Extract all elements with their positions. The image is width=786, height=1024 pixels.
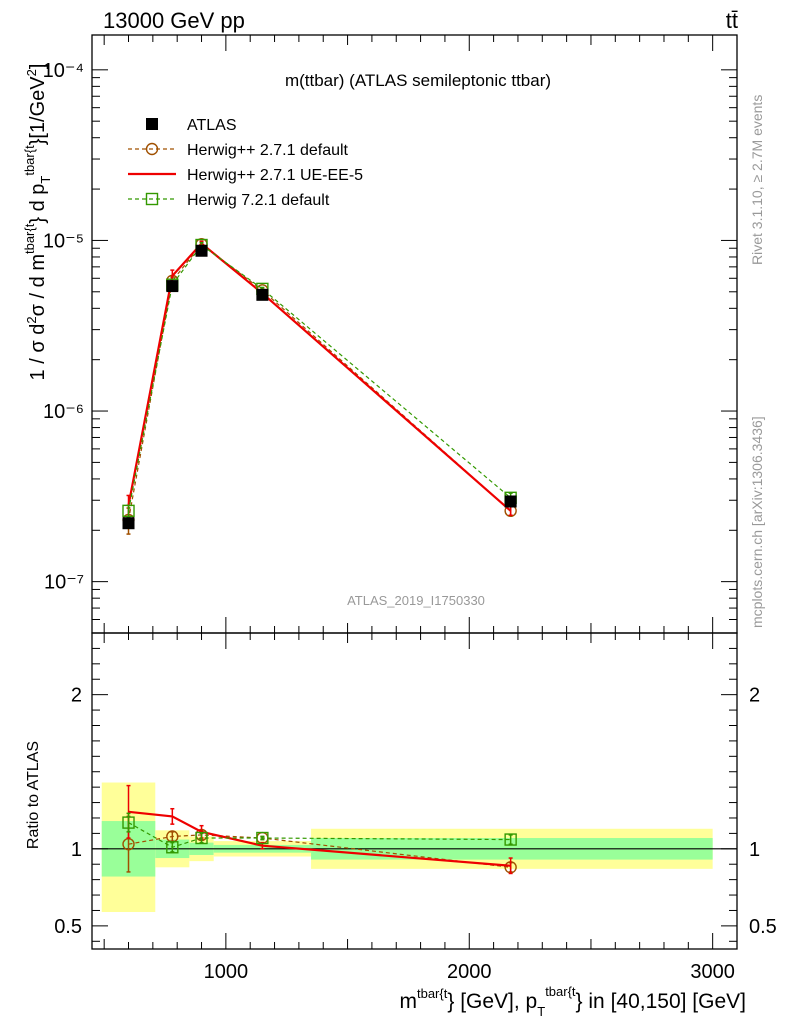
legend-label: Herwig++ 2.7.1 UE-EE-5 [187, 167, 363, 184]
rivet-version-label: Rivet 3.1.10, ≥ 2.7M events [749, 95, 765, 265]
y-axis-label-superscript-2: 2 [24, 69, 39, 76]
data-point-square [122, 517, 135, 530]
legend: ATLAS Herwig++ 2.7.1 default Herwig++ 2.7.… [128, 117, 363, 209]
ratio-y-tick-label-left: 0.5 [54, 916, 82, 938]
legend-label: Herwig 7.2.1 default [187, 192, 330, 209]
series-line [127, 241, 512, 512]
x-axis-label-subscript-t: T [537, 1004, 545, 1019]
data-point-open-square [145, 192, 159, 206]
data-point-square [504, 495, 517, 508]
x-axis-label: mtbar{t} [GeV], pTtbar{t} in [40,150] [G… [399, 984, 746, 1019]
lower-y-axis-label: Ratio to ATLAS [25, 741, 42, 849]
x-tick-label: 1000 [204, 961, 249, 983]
y-axis-label-superscript-tbar: tbar{t [22, 223, 37, 254]
x-axis-label-part-a: m [399, 990, 417, 1013]
legend-label: Herwig++ 2.7.1 default [187, 142, 349, 159]
upper-panel-title: m(ttbar) (ATLAS semileptonic ttbar) [285, 71, 551, 90]
lower-panel-frame [91, 632, 738, 950]
x-tick-label: 2000 [447, 961, 492, 983]
data-point-square [146, 118, 158, 130]
y-axis-label-part-e: } d p [27, 184, 49, 224]
x-axis-label-part-f: } in [40,150] [GeV] [576, 990, 746, 1013]
upper-panel-series [122, 238, 517, 535]
lower-panel-series [122, 784, 517, 875]
y-axis-label-part-j: ] [27, 64, 49, 70]
series-line [127, 243, 512, 521]
y-axis-label-superscript-tbar2: tbar{t [22, 145, 37, 176]
y-axis-label-part-h: }[1/GeV [27, 76, 49, 146]
process-label: tt̄ [726, 8, 738, 33]
ratio-y-tick-label-left: 2 [71, 685, 82, 707]
y-tick-label: 10⁻⁵ [43, 230, 84, 252]
x-axis-label-part-c: } [GeV], p [447, 990, 537, 1013]
x-tick-label: 3000 [690, 961, 735, 983]
x-axis-label-superscript-tbar: tbar{t [545, 984, 576, 999]
ratio-y-tick-label-right: 1 [749, 839, 760, 861]
data-point-open-square [166, 841, 179, 854]
data-point-square [166, 280, 179, 293]
ratio-y-tick-label-left: 1 [71, 839, 82, 861]
data-point-square [256, 288, 269, 301]
data-point-open-square [256, 831, 269, 845]
ratio-y-tick-label-right: 0.5 [749, 916, 777, 938]
y-tick-label: 10⁻⁷ [44, 572, 84, 594]
ratio-y-tick-label-right: 2 [749, 685, 760, 707]
y-axis-label-superscript: 2 [24, 316, 39, 323]
lower-panel-ticks: 0.5 0.5 1 1 2 2 1000 2000 3000 [54, 633, 777, 983]
data-point-open-square [195, 831, 208, 845]
legend-label: ATLAS [187, 117, 237, 134]
y-tick-label: 10⁻⁴ [43, 60, 84, 82]
mcplots-label: mcplots.cern.ch [arXiv:1306.3436] [749, 416, 765, 628]
y-axis-label-subscript-t: T [38, 176, 53, 184]
upper-panel-ticks: 10⁻⁷ 10⁻⁶ 10⁻⁵ 10⁻⁴ [43, 35, 737, 634]
y-axis-label-part-a: 1 / σ d [27, 324, 49, 381]
data-point-square [195, 244, 208, 257]
analysis-watermark: ATLAS_2019_I1750330 [347, 593, 485, 608]
data-point-circle [145, 142, 159, 156]
lower-panel-bands [92, 782, 737, 913]
energy-label: 13000 GeV pp [103, 8, 245, 33]
upper-y-axis-label: 1 / σ d2σ / d mtbar{t} d pTtbar{t}[1/GeV… [22, 64, 53, 381]
data-point-open-square [122, 504, 135, 518]
data-point-open-square [122, 816, 135, 829]
y-tick-label: 10⁻⁶ [43, 401, 84, 423]
x-axis-label-superscript: tbar{t [417, 986, 448, 1001]
y-axis-label-part-c: σ / d m [27, 254, 49, 316]
data-point-open-square [504, 833, 517, 846]
series-line [127, 244, 512, 511]
